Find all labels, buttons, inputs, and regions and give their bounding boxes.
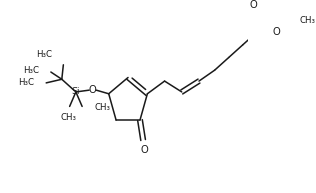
Text: CH₃: CH₃ [60,113,76,122]
Text: O: O [272,27,280,37]
Text: O: O [249,0,257,10]
Text: CH₃: CH₃ [299,16,315,25]
Text: O: O [88,85,96,95]
Text: H₃C: H₃C [23,66,39,75]
Text: H₃C: H₃C [18,78,34,87]
Text: Si: Si [72,87,80,96]
Text: O: O [140,145,148,155]
Text: H₃C: H₃C [36,50,52,59]
Text: CH₃: CH₃ [94,103,111,112]
